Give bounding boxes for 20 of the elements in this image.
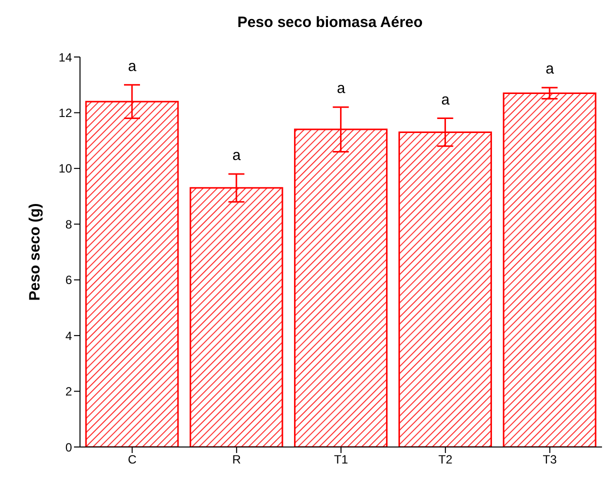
y-tick-label: 0: [65, 440, 72, 454]
y-axis-title: Peso seco (g): [26, 203, 44, 301]
x-tick-label: T1: [334, 452, 348, 467]
y-tick-label: 2: [65, 384, 72, 399]
annotation: a: [336, 80, 346, 98]
y-tick-label: 8: [65, 217, 72, 232]
annotation: a: [232, 147, 242, 164]
y-tick-label: 12: [58, 106, 72, 120]
x-tick-label: C: [128, 452, 137, 467]
annotation: a: [128, 58, 138, 75]
chart-title: Peso seco biomasa Aéreo: [236, 14, 424, 31]
y-tick-label: 10: [58, 162, 72, 176]
y-tick-label: 6: [65, 273, 72, 288]
annotation: a: [441, 91, 450, 108]
x-tick-label: T3: [542, 452, 558, 467]
x-tick-label: R: [232, 452, 242, 467]
x-tick-label: T2: [438, 452, 453, 467]
y-tick-label: 4: [65, 328, 72, 343]
annotation: a: [546, 60, 555, 78]
y-tick-label: 14: [58, 50, 72, 64]
